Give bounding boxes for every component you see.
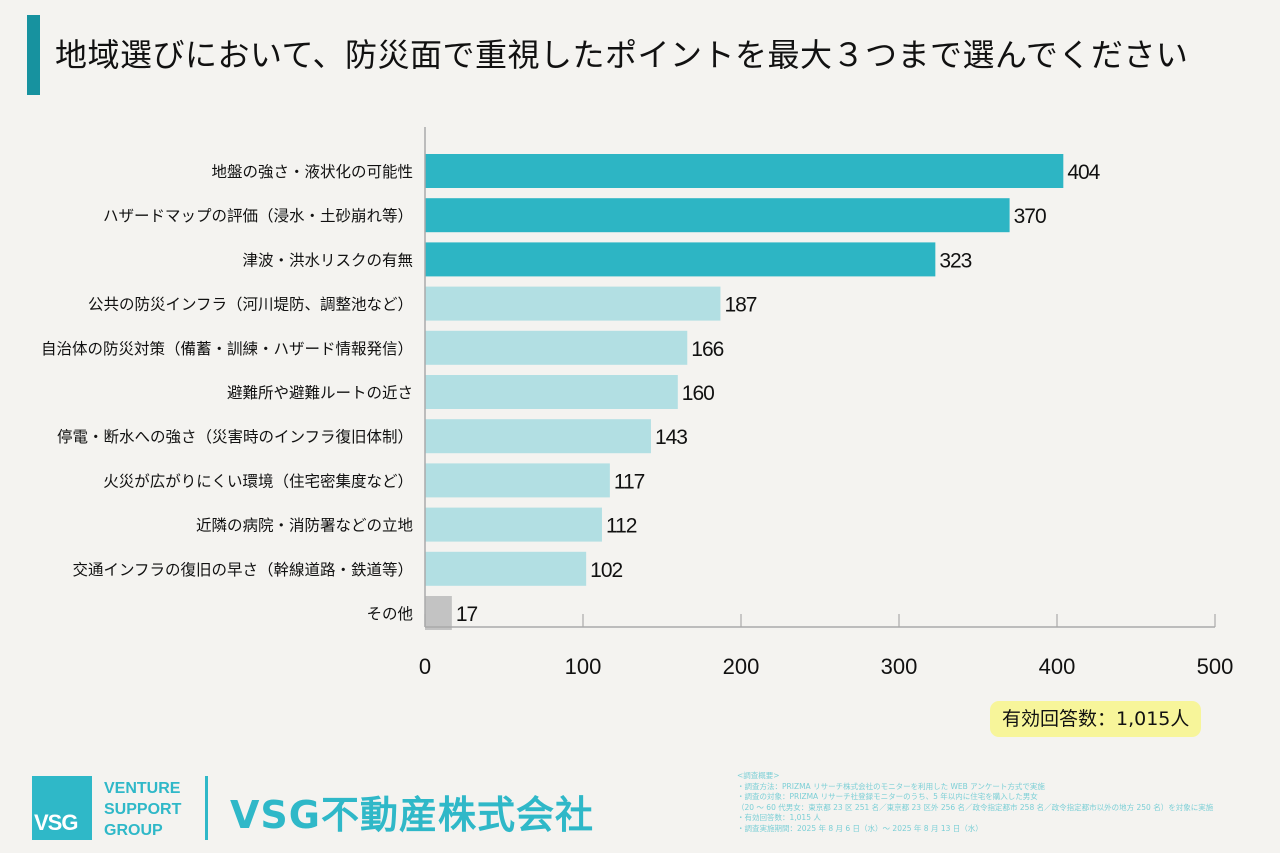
category-label: その他 — [366, 605, 413, 623]
bar-chart: 地盤の強さ・液状化の可能性 404 ハザードマップの評価（浸水・土砂崩れ等） 370 津… — [41, 127, 1234, 679]
survey-line: （20 ～ 60 代男女：東京都 23 区 251 名／東京都 23 区外 25… — [737, 802, 1214, 812]
bar — [425, 198, 1010, 233]
survey-overview: <調査概要> ・調査方法：PRIZMA リサーチ株式会社のモニターを利用した W… — [737, 771, 1213, 834]
category-label: 自治体の防災対策（備蓄・訓練・ハザード情報発信） — [41, 340, 413, 358]
data-label: 187 — [724, 294, 756, 317]
category-label: 火災が広がりにくい環境（住宅密集度など） — [103, 471, 413, 490]
category-label: ハザードマップの評価（浸水・土砂崩れ等） — [103, 207, 413, 225]
x-tick-label: 300 — [881, 654, 918, 679]
title-accent-bar — [27, 15, 40, 95]
bar — [425, 463, 610, 498]
bar — [425, 507, 602, 542]
survey-line: ・調査実施期間：2025 年 8 月 6 日（水）～ 2025 年 8 月 13… — [737, 823, 983, 833]
bar — [425, 419, 651, 454]
data-label: 166 — [691, 338, 723, 361]
vsg-logo-mark: VSG — [32, 776, 92, 840]
data-label: 117 — [614, 470, 645, 493]
category-label: 地盤の強さ・液状化の可能性 — [211, 163, 413, 181]
x-tick-label: 200 — [723, 654, 760, 679]
category-label: 停電・断水への強さ（災害時のインフラ復旧体制） — [57, 428, 413, 446]
vsg-logo-text: VSG — [34, 810, 78, 835]
logo-word: SUPPORT — [104, 801, 182, 818]
data-label: 323 — [939, 249, 971, 272]
company-name: VSG不動産株式会社 — [230, 793, 594, 837]
category-label: 避難所や避難ルートの近さ — [227, 384, 413, 402]
x-tick-label: 400 — [1039, 654, 1076, 679]
x-tick-label: 0 — [419, 654, 431, 679]
bar — [425, 551, 587, 586]
survey-heading: <調査概要> — [737, 771, 780, 780]
data-label: 143 — [655, 426, 687, 449]
category-label: 公共の防災インフラ（河川堤防、調整池など） — [88, 296, 413, 314]
survey-line: ・調査の対象：PRIZMA リサーチ社登録モニターのうち、5 年以内に住宅を購入… — [737, 792, 1038, 801]
page-title: 地域選びにおいて、防災面で重視したポイントを最大３つまで選んでください — [55, 36, 1189, 74]
bar — [425, 330, 688, 365]
bar — [425, 154, 1064, 188]
x-tick-label: 500 — [1197, 654, 1234, 679]
category-label: 交通インフラの復旧の早さ（幹線道路・鉄道等） — [72, 560, 413, 579]
survey-line: ・有効回答数：1,015 人 — [737, 813, 821, 822]
vsg-logo-words: VENTURE SUPPORT GROUP — [104, 778, 181, 841]
logo-divider — [205, 776, 208, 840]
bar — [425, 375, 678, 409]
data-label: 112 — [606, 515, 637, 538]
data-label: 370 — [1014, 205, 1046, 228]
bar — [425, 596, 452, 630]
bar — [425, 242, 936, 277]
data-label: 102 — [590, 559, 622, 582]
data-label: 404 — [1067, 161, 1100, 184]
logo-word: GROUP — [104, 822, 163, 839]
data-label: 160 — [682, 382, 714, 405]
x-tick-label: 100 — [565, 654, 602, 679]
logo-word: VENTURE — [104, 780, 181, 797]
valid-responses-badge: 有効回答数：1,015人 — [990, 701, 1202, 737]
survey-line: ・調査方法：PRIZMA リサーチ株式会社のモニターを利用した WEB アンケー… — [737, 781, 1045, 791]
data-label: 17 — [456, 603, 478, 626]
category-label: 近隣の病院・消防署などの立地 — [196, 516, 413, 535]
category-label: 津波・洪水リスクの有無 — [242, 251, 413, 269]
bar — [425, 286, 721, 321]
